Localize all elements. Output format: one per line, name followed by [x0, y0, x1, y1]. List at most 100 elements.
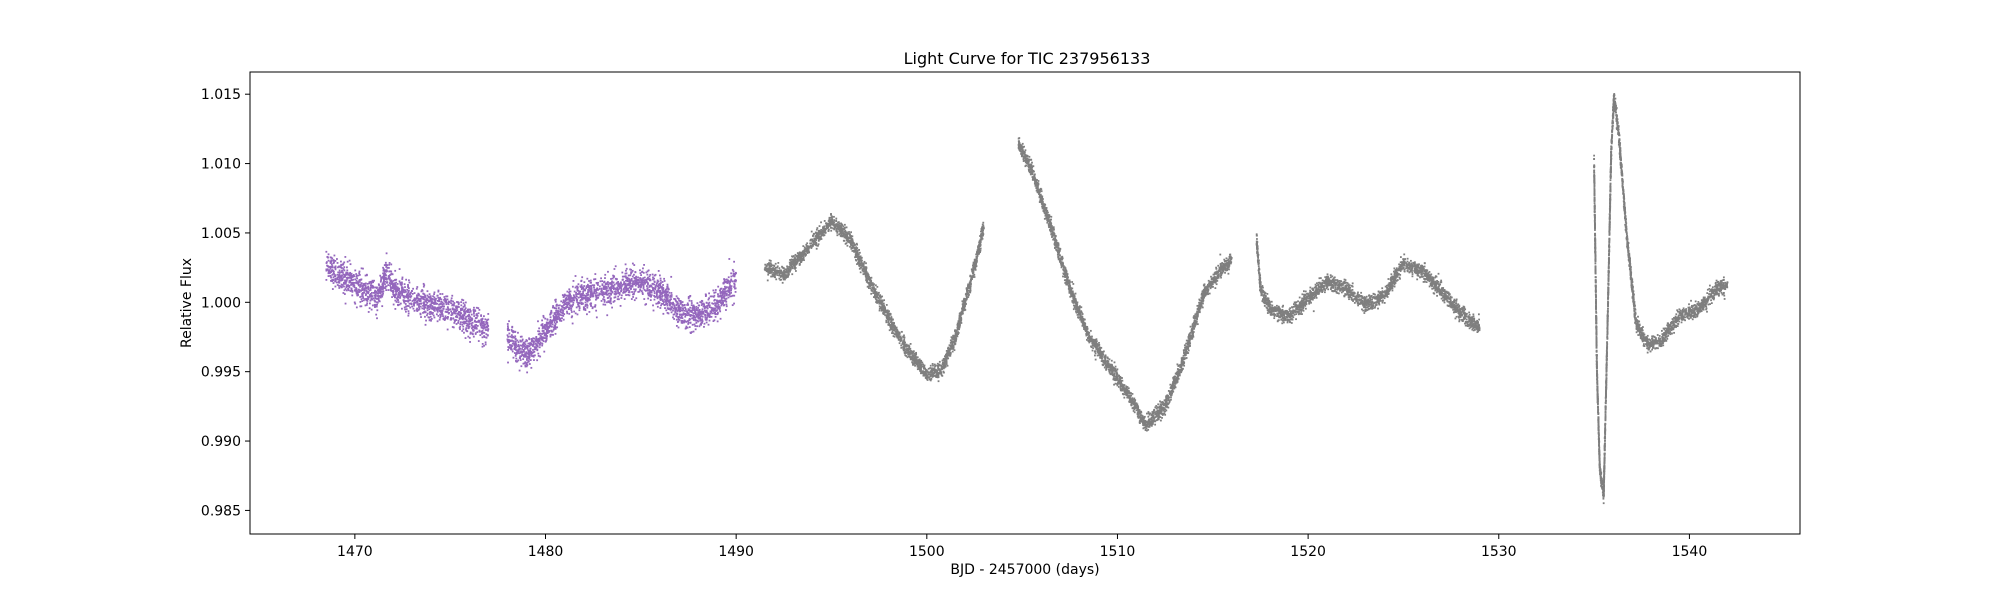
- data-point: [730, 278, 733, 281]
- data-point: [619, 304, 622, 307]
- data-point: [358, 291, 361, 293]
- data-point: [781, 274, 783, 277]
- data-point: [556, 310, 559, 313]
- data-point: [394, 293, 397, 296]
- data-point: [369, 286, 372, 289]
- data-point: [850, 242, 853, 245]
- data-point: [800, 259, 802, 262]
- data-point: [777, 262, 780, 264]
- data-point: [703, 309, 706, 312]
- data-point: [517, 343, 520, 346]
- data-point: [850, 231, 852, 234]
- data-point: [545, 336, 548, 338]
- data-point: [700, 304, 703, 307]
- data-point: [881, 305, 884, 308]
- data-point: [835, 228, 838, 231]
- data-point: [801, 259, 803, 262]
- data-point: [848, 233, 851, 235]
- data-point: [332, 259, 335, 261]
- data-point: [780, 278, 783, 281]
- data-point: [856, 247, 859, 249]
- data-point: [389, 282, 392, 285]
- data-point: [661, 300, 664, 302]
- data-point: [654, 273, 657, 276]
- data-point: [552, 315, 555, 318]
- data-point: [338, 276, 341, 278]
- data-point: [630, 278, 633, 280]
- data-point: [695, 305, 698, 308]
- data-point: [401, 276, 404, 279]
- data-point: [399, 281, 402, 284]
- data-point: [392, 293, 395, 296]
- data-point: [451, 326, 454, 328]
- data-point: [341, 277, 344, 280]
- data-point: [355, 292, 358, 295]
- data-point: [656, 281, 659, 284]
- data-point: [782, 273, 785, 276]
- data-point: [878, 295, 881, 298]
- data-point: [721, 296, 724, 299]
- data-point: [379, 274, 382, 277]
- data-point: [436, 308, 439, 311]
- data-point: [597, 296, 600, 299]
- data-point: [730, 272, 733, 275]
- data-point: [400, 289, 403, 292]
- data-point: [848, 236, 850, 239]
- data-point: [711, 302, 714, 305]
- data-point: [906, 356, 909, 359]
- data-point: [653, 277, 656, 280]
- data-point: [721, 293, 724, 296]
- data-point: [868, 283, 871, 286]
- data-point: [459, 328, 461, 331]
- data-point: [384, 280, 387, 283]
- data-point: [697, 315, 700, 318]
- data-point: [714, 289, 717, 291]
- data-point: [438, 318, 441, 321]
- data-point: [424, 296, 427, 299]
- data-point: [410, 303, 413, 306]
- data-point: [828, 222, 831, 225]
- data-point: [508, 339, 511, 342]
- data-point: [423, 296, 425, 299]
- data-point: [891, 332, 893, 334]
- data-point: [701, 310, 703, 313]
- data-point: [628, 291, 631, 294]
- data-point: [653, 294, 655, 297]
- data-point: [456, 305, 459, 308]
- data-point: [447, 302, 450, 304]
- data-point: [426, 297, 428, 300]
- data-point: [878, 305, 881, 308]
- data-point: [642, 267, 644, 270]
- data-point: [552, 333, 554, 336]
- data-point: [616, 288, 619, 291]
- data-point: [848, 231, 850, 233]
- data-point: [585, 292, 588, 295]
- data-point: [692, 305, 695, 308]
- data-point: [824, 231, 826, 234]
- data-point: [862, 268, 865, 271]
- data-point: [520, 344, 523, 347]
- data-point: [728, 282, 731, 285]
- data-point: [366, 302, 369, 305]
- data-point: [549, 324, 552, 326]
- data-point: [685, 327, 687, 329]
- data-point: [331, 288, 334, 290]
- data-point: [522, 355, 525, 358]
- data-point: [884, 308, 886, 311]
- data-point: [887, 313, 890, 315]
- data-point: [620, 285, 623, 287]
- data-point: [426, 312, 429, 315]
- data-point: [394, 284, 397, 287]
- data-point: [457, 312, 460, 315]
- data-point: [574, 286, 577, 289]
- data-point: [555, 307, 558, 310]
- data-point: [349, 279, 352, 282]
- data-point: [418, 298, 421, 301]
- data-point: [675, 295, 678, 298]
- data-point: [439, 313, 442, 316]
- data-point: [578, 309, 581, 312]
- data-point: [648, 292, 651, 294]
- data-point: [384, 285, 387, 288]
- data-point: [348, 276, 351, 279]
- data-point: [796, 255, 799, 258]
